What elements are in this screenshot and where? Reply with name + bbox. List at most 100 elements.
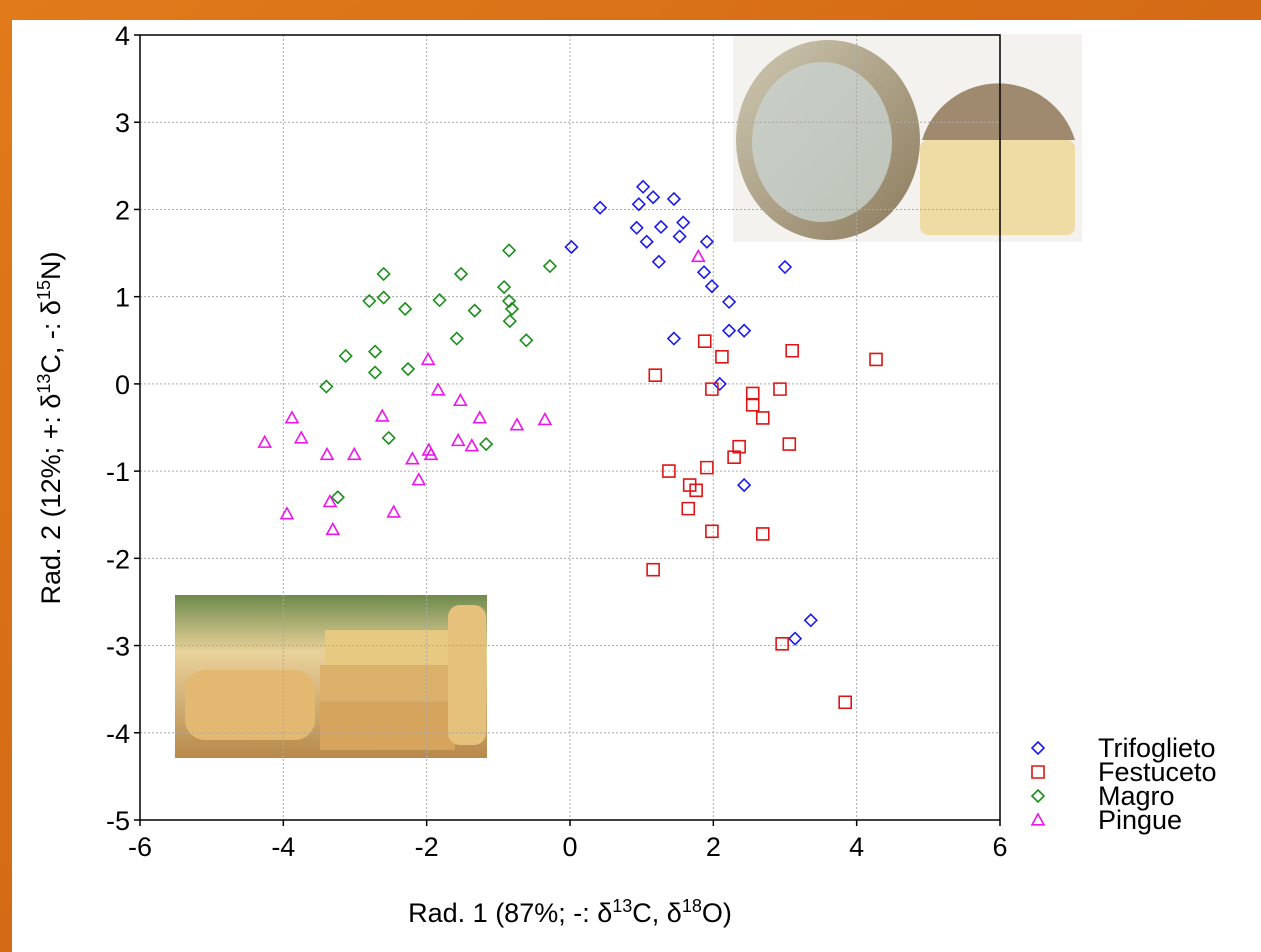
point: [479, 436, 494, 452]
point: [690, 248, 706, 263]
point: [362, 293, 377, 309]
point: [376, 290, 391, 305]
point: [386, 504, 402, 518]
point: [367, 365, 383, 380]
point: [697, 334, 712, 348]
legend-label: Pingue: [1098, 805, 1182, 835]
y-tick-label: -2: [106, 544, 130, 574]
point: [666, 331, 682, 346]
point: [745, 398, 760, 412]
point: [653, 219, 669, 235]
y-tick-label: -4: [106, 719, 130, 749]
point: [346, 446, 362, 461]
x-tick-label: 4: [849, 832, 864, 862]
point: [705, 382, 719, 396]
point: [381, 430, 396, 446]
point: [699, 234, 715, 249]
point: [732, 439, 746, 454]
point: [785, 343, 799, 358]
x_label-part: 13: [612, 896, 632, 916]
y-tick-label: -1: [106, 457, 130, 487]
point: [564, 239, 579, 255]
point: [737, 323, 752, 338]
point: [432, 293, 447, 308]
point: [367, 344, 383, 359]
point: [319, 446, 335, 461]
x_label-part: C, δ: [632, 898, 682, 928]
point: [284, 410, 300, 424]
point: [712, 376, 727, 392]
y-tick-label: 0: [115, 370, 130, 400]
point: [676, 215, 691, 230]
point: [662, 464, 676, 478]
legend-marker: [1030, 812, 1046, 826]
x-tick-label: 0: [562, 832, 577, 862]
point: [689, 483, 703, 498]
y-tick-label: -5: [106, 806, 130, 836]
point: [279, 506, 295, 520]
point: [737, 477, 752, 493]
point: [646, 562, 660, 577]
x_label-part: 18: [682, 896, 702, 916]
y-tick-label: 2: [115, 195, 130, 225]
axes: -6 -4 -2 0 2 4 6 -5 -4 -3 -2 -1 0 1 2 3 4: [106, 21, 1008, 862]
point: [700, 460, 714, 475]
point: [715, 350, 729, 364]
x-tick-label: -4: [271, 832, 295, 862]
point: [449, 331, 464, 346]
point: [635, 179, 651, 194]
x-axis-label: Rad. 1 (87%; -: δ13C, δ18O): [408, 896, 732, 928]
point: [542, 259, 558, 274]
legend-label: Trifoglieto: [1098, 733, 1216, 763]
point: [423, 446, 439, 461]
photo-top: [733, 34, 1082, 242]
point: [319, 379, 334, 394]
x_label-part: Rad. 1 (87%; -: δ: [408, 898, 612, 928]
point: [467, 303, 482, 318]
point: [537, 412, 553, 426]
point: [592, 200, 608, 215]
point: [639, 234, 654, 249]
y_label-part: 15: [34, 280, 54, 300]
point: [420, 351, 436, 366]
photo-bottom: [175, 595, 487, 758]
legend-marker: [1030, 740, 1046, 756]
point: [666, 191, 682, 207]
point: [648, 368, 663, 382]
point: [472, 410, 488, 424]
x-tick-label: -6: [128, 832, 152, 862]
point: [501, 243, 517, 258]
y-tick-label: -3: [106, 632, 130, 662]
point: [696, 265, 712, 280]
point: [721, 294, 737, 310]
point: [775, 637, 789, 651]
point: [430, 382, 446, 396]
point: [519, 333, 534, 348]
point: [450, 432, 466, 447]
point: [404, 451, 420, 465]
point: [400, 361, 416, 377]
point: [411, 472, 427, 486]
y-tick-label: 1: [115, 283, 130, 313]
point: [453, 266, 469, 282]
point: [681, 501, 696, 516]
point: [721, 323, 737, 338]
point: [325, 521, 341, 536]
point: [773, 382, 787, 396]
point: [338, 348, 353, 364]
point: [464, 438, 480, 452]
point: [398, 301, 413, 317]
y_label-part: C, -: δ: [36, 300, 66, 374]
point: [629, 220, 644, 235]
point: [705, 524, 719, 539]
x_label-part: O): [702, 898, 732, 928]
point: [374, 408, 390, 422]
y_label-part: Rad. 2 (12%; +: δ: [36, 394, 66, 605]
point: [646, 190, 661, 205]
x-tick-label: -2: [415, 832, 439, 862]
point: [452, 392, 468, 407]
point: [504, 301, 520, 317]
point: [838, 695, 852, 710]
point: [704, 279, 720, 294]
point: [869, 352, 883, 367]
